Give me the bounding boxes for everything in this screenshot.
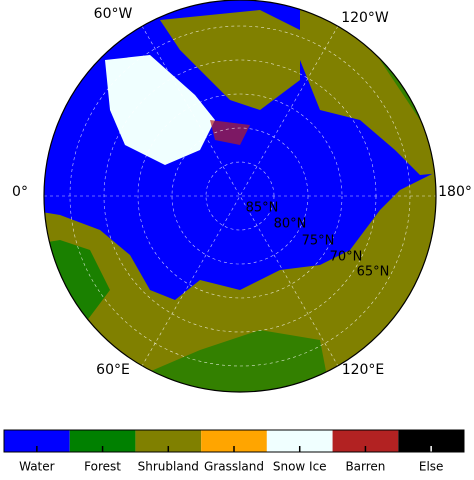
legend-label: Grassland	[204, 460, 264, 474]
latitude-label: 75°N	[302, 234, 335, 249]
legend: Water Forest Shrubland Grassland Snow Ice Bar…	[3, 429, 465, 474]
legend-label: Barren	[345, 460, 385, 474]
legend-label: Water	[19, 460, 55, 474]
legend-swatch	[332, 430, 399, 452]
legend-swatch	[135, 430, 202, 452]
longitude-label: 60°E	[96, 362, 130, 378]
longitude-label: 60°W	[94, 6, 133, 22]
arctic-archipelago	[160, 10, 300, 110]
barren-patch	[210, 120, 250, 145]
graticule	[44, 25, 436, 367]
longitude-label: 120°E	[342, 362, 385, 378]
latitude-label: 85°N	[246, 201, 279, 216]
legend-swatch	[69, 430, 136, 452]
legend-swatch	[4, 430, 70, 452]
legend-label: Else	[419, 460, 444, 474]
legend-label: Forest	[84, 460, 121, 474]
map-labels: 60°W 120°W 0° 180° 60°E 120°E 85°N80°N 75°N70°N…	[12, 6, 472, 378]
eurasia-land	[44, 170, 436, 392]
longitude-label: 120°W	[341, 10, 389, 26]
longitude-label: 0°	[12, 184, 28, 200]
legend-swatch	[201, 430, 267, 452]
greenland	[105, 55, 215, 165]
legend-label: Shrubland	[138, 460, 199, 474]
siberia-forest	[130, 330, 330, 392]
map-border	[43, 0, 437, 393]
latitude-label: 65°N	[357, 265, 390, 280]
legend-label: Snow Ice	[273, 460, 327, 474]
longitude-label: 180°	[438, 184, 472, 200]
legend-swatch	[266, 430, 333, 452]
legend-border	[3, 429, 465, 453]
latitude-label: 80°N	[274, 217, 307, 232]
legend-swatch	[398, 430, 464, 452]
latitude-label: 70°N	[330, 250, 363, 265]
